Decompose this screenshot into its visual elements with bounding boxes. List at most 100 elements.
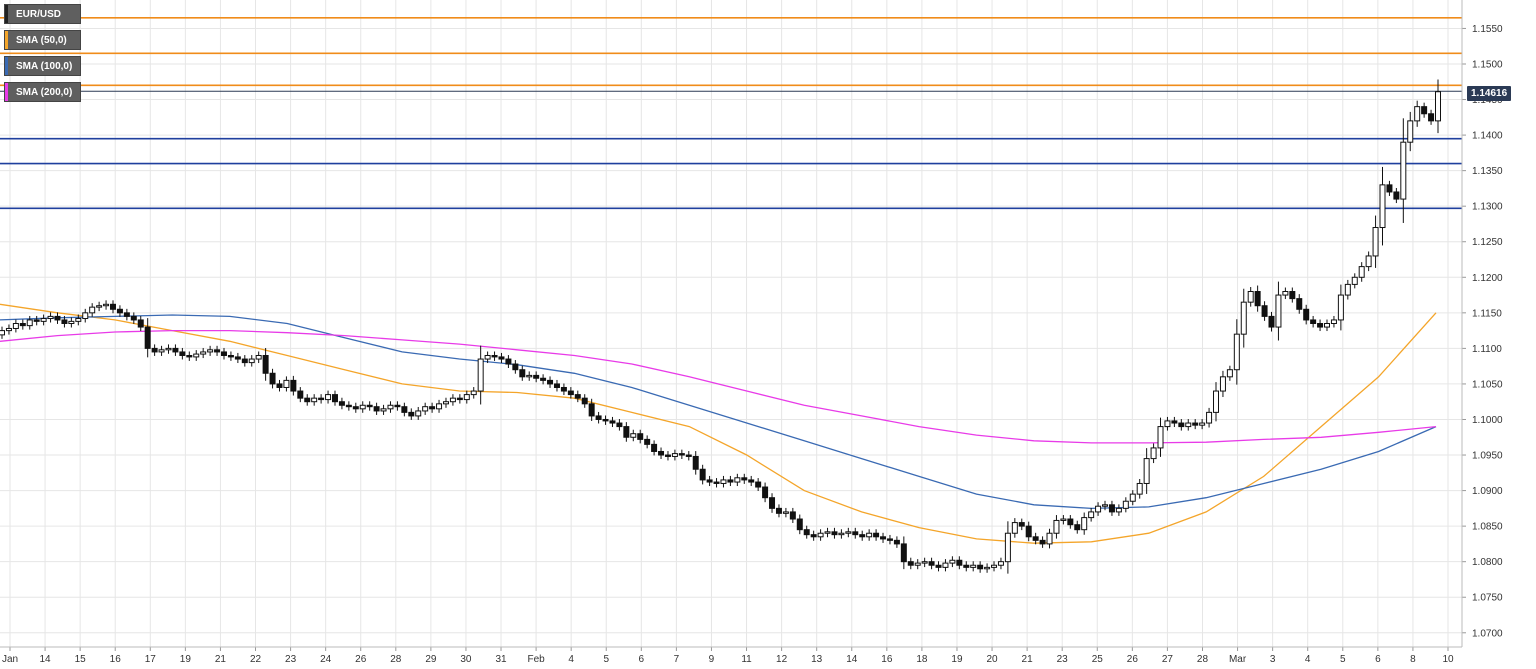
x-tick-label: 15 [75,654,87,665]
candle-body-up [1053,519,1060,534]
candle-body-up [47,315,54,320]
candle-body-up [325,394,332,401]
x-tick-label: 26 [355,654,367,665]
candle-body-up [630,433,637,438]
y-tick-label: 1.0750 [1472,593,1503,604]
legend-sma50[interactable]: SMA (50,0) [4,30,82,50]
candle-body-down [880,536,887,540]
candle-body-up [40,318,47,322]
candle-body-up [838,532,845,536]
candle-body-up [255,354,262,360]
candle-body-down [664,454,671,457]
candle-body-down [1310,319,1317,325]
x-tick-label: 23 [285,654,297,665]
candle-body-down [775,507,782,514]
candle-body-down [172,347,179,353]
candle-body-down [713,481,720,484]
x-tick-label: 29 [425,654,437,665]
candle-body-down [581,397,588,405]
legend: EUR/USD SMA (50,0) SMA (100,0) SMA (200,… [4,4,82,102]
candle-body-down [33,319,40,322]
y-axis: 1.15501.15001.14501.14001.13501.13001.12… [1462,24,1503,639]
candle-body-down [859,534,866,538]
candle-body-down [574,394,581,399]
candle-body-down [769,497,776,509]
candle-body-down [935,564,942,568]
candle-body-up [1060,518,1067,521]
candle-body-down [61,319,68,325]
candle-body-down [755,481,762,488]
x-tick-label: 19 [180,654,192,665]
candle-body-up [734,477,741,483]
candle-body-down [214,349,221,353]
candle-body-up [1129,493,1136,502]
candle-body-up [866,532,873,538]
candle-body-down [179,351,186,356]
candle-body-up [1365,255,1372,268]
candle-body-down [796,518,803,531]
candle-body-up [283,379,290,388]
legend-symbol[interactable]: EUR/USD [4,4,82,24]
legend-sma200-label: SMA (200,0) [16,86,73,98]
candle-body-down [116,308,123,314]
legend-sma50-label: SMA (50,0) [16,34,67,46]
candle-body-down [1303,308,1310,321]
x-tick-label: 8 [1410,654,1416,665]
x-tick-label: 27 [1162,654,1174,665]
candle-body-down [262,354,269,374]
candle-body-up [1358,266,1365,278]
candle-body-down [1178,422,1185,428]
candle-body-up [484,354,491,360]
candle-body-down [220,351,227,356]
candle-body-up [1240,301,1247,335]
candle-body-up [359,404,366,410]
candle-body-up [782,511,789,514]
candle-body-down [429,406,436,410]
candle-body-down [1428,113,1435,122]
x-tick-label: 25 [1092,654,1104,665]
candle-body-down [519,369,526,378]
legend-symbol-label: EUR/USD [16,8,62,20]
candle-body-up [103,303,110,307]
candle-body-down [678,453,685,456]
candle-body-up [207,349,214,353]
candle-body-up [89,306,96,314]
x-tick-label: 4 [1305,654,1311,665]
legend-sma100[interactable]: SMA (100,0) [4,56,82,76]
candle-body-down [352,406,359,410]
y-tick-label: 1.1550 [1472,24,1503,35]
candle-body-up [1407,120,1414,143]
candle-body-down [588,403,595,417]
candle-body-up [470,390,477,396]
x-tick-label: 28 [1197,654,1209,665]
candle-body-down [151,347,158,353]
candle-body-up [1372,227,1379,257]
x-tick-label: 16 [110,654,122,665]
legend-sma200-swatch [5,83,8,101]
legend-sma200[interactable]: SMA (200,0) [4,82,82,102]
candle-body-up [1011,522,1018,534]
x-tick-label: 14 [846,654,858,665]
x-tick-label: 21 [215,654,227,665]
legend-sma50-swatch [5,31,8,49]
candle-body-down [762,486,769,499]
y-tick-label: 1.1150 [1472,308,1502,319]
candle-body-down [651,443,658,452]
candle-body-up [1275,294,1282,328]
candle-body-up [921,561,928,564]
candle-body-up [311,397,318,403]
candle-body-up [1344,283,1351,296]
candle-body-up [1324,323,1331,328]
candle-body-down [234,356,241,360]
candle-body-up [526,374,533,378]
candle-body-up [997,561,1004,566]
candle-body-down [1393,191,1400,200]
candle-body-up [463,394,470,401]
candle-body-down [706,479,713,483]
candle-body-up [26,319,33,327]
candle-body-down [616,422,623,428]
candle-body-up [1115,507,1122,513]
x-tick-label: 21 [1022,654,1034,665]
candle-body-down [1289,291,1296,300]
